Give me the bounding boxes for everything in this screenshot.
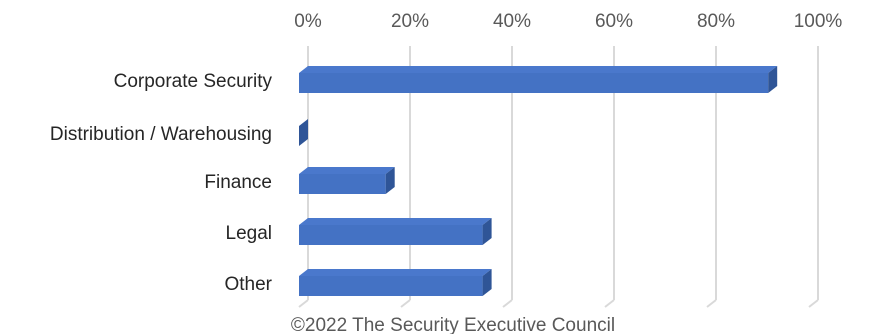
category-label: Finance: [204, 172, 272, 193]
gridline-foot: [604, 299, 615, 308]
copyright-text: ©2022 The Security Executive Council: [291, 315, 615, 334]
x-tick-label: 60%: [595, 11, 633, 32]
x-tick-label: 20%: [391, 11, 429, 32]
bar: [299, 167, 395, 194]
bar: [299, 119, 308, 146]
gridline-foot: [298, 299, 309, 308]
category-label: Corporate Security: [114, 71, 273, 92]
category-labels: Corporate Security Distribution / Warehou…: [50, 71, 273, 295]
bar-front-face: [299, 276, 483, 296]
x-tick-label: 40%: [493, 11, 531, 32]
gridline-foot: [706, 299, 717, 308]
bar: [299, 269, 492, 296]
x-tick-label: 0%: [294, 11, 322, 32]
x-tick-label: 100%: [794, 11, 843, 32]
x-axis-ticks: 0% 20% 40% 60% 80% 100%: [294, 11, 842, 32]
gridline-foot: [502, 299, 513, 308]
x-tick-label: 80%: [697, 11, 735, 32]
bar-top-face: [299, 218, 492, 225]
gridline-foot: [808, 299, 819, 308]
bar-top-face: [299, 269, 492, 276]
bar: [299, 218, 492, 245]
bar-top-face: [299, 167, 395, 174]
gridline-foot: [400, 299, 411, 308]
bar-top-face: [299, 66, 778, 73]
bar-front-face: [299, 174, 386, 194]
category-label: Other: [224, 274, 272, 295]
bar-side-face: [482, 218, 492, 245]
category-label: Legal: [226, 223, 273, 244]
bars: [299, 66, 778, 296]
category-label: Distribution / Warehousing: [50, 124, 272, 145]
bar-side-face: [385, 167, 395, 194]
bar-side-face: [482, 269, 492, 296]
bar-side-face: [299, 119, 308, 146]
bar-front-face: [299, 73, 769, 93]
bar-front-face: [299, 225, 483, 245]
bar-side-face: [768, 66, 778, 93]
bar: [299, 66, 778, 93]
